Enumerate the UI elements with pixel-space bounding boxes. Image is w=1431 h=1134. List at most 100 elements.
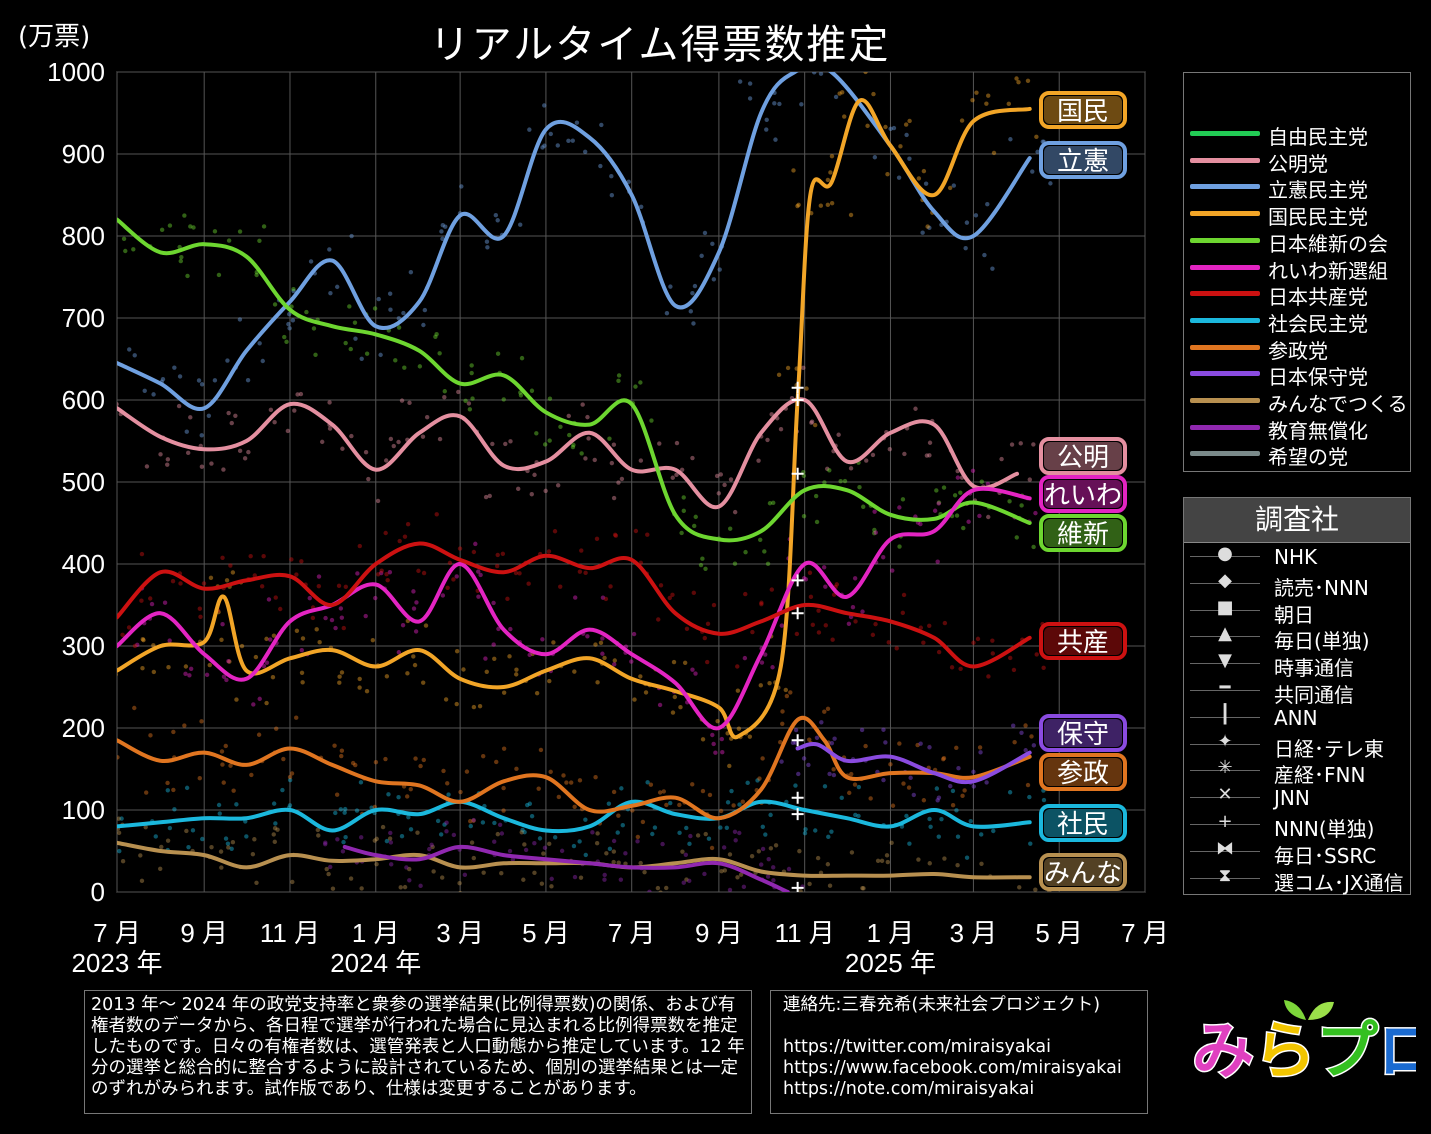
poll-point xyxy=(839,795,844,801)
poll-point xyxy=(798,889,803,892)
x-year-label: 2025 年 xyxy=(845,948,936,978)
poll-point xyxy=(648,782,654,787)
poll-point xyxy=(768,812,773,818)
poll-point xyxy=(500,551,506,556)
poll-point xyxy=(737,802,742,807)
note-link[interactable]: https://note.com/miraisyakai xyxy=(783,1079,1035,1099)
poll-point xyxy=(165,838,171,843)
poll-point xyxy=(801,513,807,519)
poll-point xyxy=(529,492,534,497)
poll-point xyxy=(742,655,748,661)
poll-point xyxy=(216,272,222,278)
survey-line xyxy=(1190,609,1260,611)
poll-point xyxy=(542,103,547,108)
poll-point xyxy=(900,497,906,502)
poll-point xyxy=(904,132,909,138)
legend-label: 国民民主党 xyxy=(1268,205,1368,230)
poll-point xyxy=(764,117,769,122)
poll-point xyxy=(872,155,878,160)
poll-point xyxy=(793,740,798,745)
poll-point xyxy=(759,660,765,665)
poll-point xyxy=(198,614,203,620)
poll-point xyxy=(765,437,770,443)
poll-point xyxy=(177,374,183,379)
poll-point xyxy=(457,880,462,886)
twitter-link[interactable]: https://twitter.com/miraisyakai xyxy=(783,1037,1051,1057)
poll-point xyxy=(932,508,938,513)
poll-point xyxy=(963,245,968,251)
poll-point xyxy=(523,847,529,853)
poll-point xyxy=(404,865,409,870)
survey-marker-icon: ▲ xyxy=(1218,623,1232,645)
poll-point xyxy=(105,669,109,673)
poll-point xyxy=(184,429,189,434)
poll-point xyxy=(710,732,715,738)
poll-point xyxy=(735,875,740,880)
poll-point xyxy=(968,818,973,824)
poll-point xyxy=(1033,510,1038,516)
poll-point xyxy=(418,763,423,769)
poll-point xyxy=(529,388,535,393)
poll-point xyxy=(863,743,868,749)
poll-point xyxy=(719,869,724,874)
poll-point xyxy=(705,659,710,665)
poll-point xyxy=(732,829,738,834)
poll-point xyxy=(257,238,262,243)
poll-point xyxy=(1019,730,1024,735)
poll-point xyxy=(420,680,426,685)
x-tick-label: 1 月 xyxy=(867,918,915,948)
poll-point xyxy=(990,266,995,271)
poll-point xyxy=(688,309,694,314)
poll-point xyxy=(149,601,155,607)
poll-point xyxy=(600,595,606,600)
poll-point xyxy=(600,651,605,656)
poll-point xyxy=(316,833,321,838)
poll-point xyxy=(633,384,638,389)
poll-point xyxy=(826,834,831,840)
poll-point xyxy=(670,710,676,715)
facebook-link[interactable]: https://www.facebook.com/miraisyakai xyxy=(783,1058,1122,1078)
poll-point xyxy=(664,885,669,891)
poll-point xyxy=(516,486,521,492)
poll-point xyxy=(178,581,183,586)
poll-point xyxy=(350,760,356,766)
poll-point xyxy=(1023,723,1028,728)
poll-point xyxy=(273,821,278,826)
poll-point xyxy=(788,690,793,695)
poll-point xyxy=(445,781,450,786)
poll-point xyxy=(294,628,300,634)
legend-swatch xyxy=(1190,157,1260,163)
poll-point xyxy=(327,426,333,431)
poll-point xyxy=(505,596,510,602)
x-tick-label: 7 月 xyxy=(608,918,656,948)
poll-point xyxy=(326,871,331,877)
series-end-label-box xyxy=(1039,141,1127,179)
poll-point xyxy=(483,494,489,500)
poll-point xyxy=(399,398,405,403)
survey-line xyxy=(1190,636,1260,638)
poll-point xyxy=(776,372,782,378)
poll-point xyxy=(638,380,643,385)
poll-point xyxy=(224,677,229,683)
poll-point xyxy=(435,818,441,824)
poll-point xyxy=(342,806,348,812)
poll-point xyxy=(1023,748,1028,753)
poll-point xyxy=(827,883,833,888)
poll-point xyxy=(603,596,609,602)
poll-point xyxy=(216,802,222,808)
survey-label: NNN(単独) xyxy=(1274,817,1375,841)
poll-point xyxy=(495,831,501,837)
poll-point xyxy=(364,351,370,356)
survey-marker-icon: ✕ xyxy=(1217,784,1233,806)
poll-point xyxy=(132,643,138,649)
poll-point xyxy=(1016,79,1021,85)
poll-point xyxy=(268,407,274,413)
poll-point xyxy=(657,790,663,795)
poll-point xyxy=(848,466,854,471)
poll-point xyxy=(188,666,194,671)
poll-point xyxy=(548,769,553,774)
poll-point xyxy=(864,458,869,463)
poll-point xyxy=(749,853,755,859)
poll-point xyxy=(703,566,708,571)
poll-point xyxy=(759,601,764,607)
